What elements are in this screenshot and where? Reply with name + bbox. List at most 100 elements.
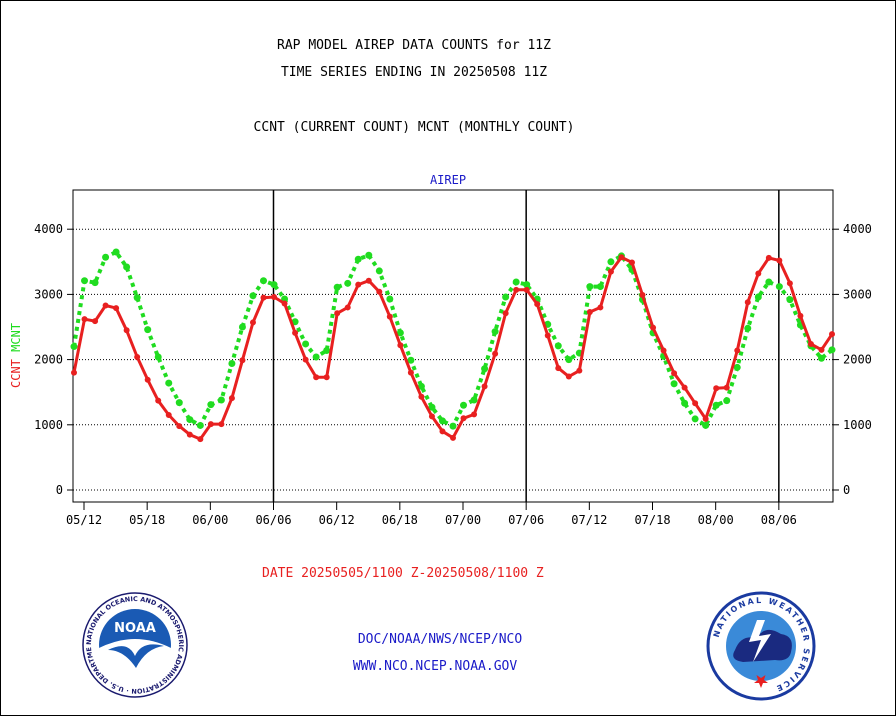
data-point-mcnt <box>712 401 720 409</box>
y-tick-label-right: 1000 <box>843 418 872 432</box>
y-axis-label-ccnt: CCNT <box>9 352 23 388</box>
data-point-ccnt <box>650 324 657 331</box>
data-point-mcnt <box>323 346 331 354</box>
data-point-ccnt <box>450 434 456 441</box>
data-point-mcnt <box>723 397 731 405</box>
x-tick-label: 06/18 <box>382 513 418 527</box>
data-point-ccnt <box>92 318 99 325</box>
data-point-ccnt <box>292 329 299 336</box>
data-point-mcnt <box>186 416 194 424</box>
data-point-mcnt <box>523 281 531 289</box>
data-point-ccnt <box>302 356 309 363</box>
data-point-ccnt <box>713 385 720 392</box>
data-point-ccnt <box>734 347 741 354</box>
data-point-mcnt <box>217 396 225 404</box>
data-point-ccnt <box>165 412 172 419</box>
data-point-mcnt <box>733 363 741 371</box>
data-point-ccnt <box>744 299 751 306</box>
data-point-mcnt <box>512 278 520 286</box>
data-point-ccnt <box>113 305 120 312</box>
x-tick-label: 08/06 <box>761 513 797 527</box>
series-line-ccnt <box>72 255 834 441</box>
data-point-mcnt <box>249 292 257 300</box>
y-tick-label-left: 0 <box>56 483 63 497</box>
y-tick-label-right: 4000 <box>843 222 872 236</box>
data-point-ccnt <box>376 288 383 295</box>
date-range: DATE 20250505/1100 Z-20250508/1100 Z <box>262 566 544 581</box>
data-point-ccnt <box>102 302 109 309</box>
y-axis-label-mcnt: MCNT <box>9 323 23 352</box>
x-tick-label: 07/00 <box>445 513 481 527</box>
data-point-mcnt <box>554 342 562 350</box>
data-point-mcnt <box>754 293 762 301</box>
agency-link[interactable]: DOC/NOAA/NWS/NCEP/NCO <box>357 632 523 647</box>
data-point-mcnt <box>70 343 78 351</box>
x-tick-label: 06/00 <box>192 513 228 527</box>
data-point-mcnt <box>481 365 489 373</box>
data-point-mcnt <box>133 294 141 302</box>
data-point-mcnt <box>375 267 383 275</box>
series-line-mcnt <box>72 250 834 429</box>
data-point-ccnt <box>365 277 372 284</box>
data-point-ccnt <box>481 383 488 390</box>
data-point-ccnt <box>355 281 362 288</box>
x-tick-label: 06/12 <box>319 513 355 527</box>
plot-title: AIREP <box>430 173 466 187</box>
y-tick-label-right: 2000 <box>843 353 872 367</box>
data-point-mcnt <box>565 356 573 364</box>
y-tick-label-left: 3000 <box>34 287 63 301</box>
data-point-mcnt <box>407 356 415 364</box>
data-point-ccnt <box>660 347 667 354</box>
data-point-ccnt <box>576 367 583 374</box>
data-point-ccnt <box>407 369 414 376</box>
data-point-ccnt <box>471 411 478 418</box>
x-tick-label: 07/12 <box>571 513 607 527</box>
data-point-ccnt <box>197 436 204 443</box>
data-point-ccnt <box>492 350 499 357</box>
data-point-ccnt <box>765 254 772 261</box>
y-tick-label-right: 0 <box>843 483 850 497</box>
data-point-ccnt <box>755 270 762 277</box>
data-point-ccnt <box>618 254 625 261</box>
data-point-ccnt <box>271 294 278 301</box>
data-point-mcnt <box>333 283 341 291</box>
y-axis-label: CCNT MCNT <box>9 323 23 388</box>
data-point-mcnt <box>238 323 246 331</box>
data-point-mcnt <box>765 278 773 286</box>
data-point-ccnt <box>81 316 88 323</box>
data-point-mcnt <box>786 296 794 304</box>
data-point-ccnt <box>818 346 825 353</box>
data-point-ccnt <box>544 332 551 339</box>
data-point-ccnt <box>207 421 214 428</box>
data-point-ccnt <box>786 280 793 287</box>
data-point-mcnt <box>196 421 204 429</box>
data-point-ccnt <box>386 313 393 320</box>
data-point-ccnt <box>502 310 509 317</box>
data-point-ccnt <box>281 300 288 307</box>
data-point-mcnt <box>502 293 510 301</box>
data-point-mcnt <box>165 379 173 387</box>
website-link[interactable]: WWW.NCO.NCEP.NOAA.GOV <box>352 659 518 674</box>
data-point-ccnt <box>123 327 130 334</box>
data-point-mcnt <box>207 401 215 409</box>
y-tick-label-left: 4000 <box>34 222 63 236</box>
data-point-mcnt <box>354 255 362 263</box>
data-point-mcnt <box>102 253 110 261</box>
x-tick-label: 06/06 <box>255 513 291 527</box>
data-point-mcnt <box>81 277 89 285</box>
data-point-ccnt <box>239 357 246 364</box>
data-point-ccnt <box>692 400 699 407</box>
data-point-ccnt <box>260 294 267 301</box>
data-point-ccnt <box>334 310 341 317</box>
data-point-ccnt <box>723 384 730 391</box>
data-point-mcnt <box>386 295 394 303</box>
data-point-mcnt <box>228 360 236 368</box>
data-point-ccnt <box>797 312 804 319</box>
x-tick-label: 05/12 <box>66 513 102 527</box>
data-point-mcnt <box>828 346 836 354</box>
data-point-ccnt <box>428 413 435 420</box>
plot-area <box>72 189 834 503</box>
data-point-mcnt <box>702 421 710 429</box>
data-point-mcnt <box>670 380 678 388</box>
data-point-mcnt <box>596 283 604 291</box>
